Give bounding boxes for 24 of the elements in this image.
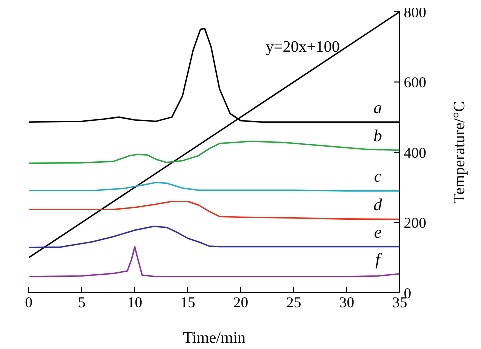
line-series: [29, 200, 400, 220]
line-series: [29, 226, 400, 248]
line-series: [29, 182, 400, 192]
series-label: c: [374, 167, 382, 186]
line-series: [29, 246, 400, 278]
y2-axis-title: Temperature/°C: [452, 101, 469, 204]
series-label: e: [374, 222, 382, 242]
x-tick-label: 5: [78, 296, 86, 312]
x-axis-title: Time/min: [183, 330, 246, 347]
y2-tick-label: 600: [404, 76, 426, 92]
series-label: f: [376, 250, 383, 270]
x-tick-label: 20: [234, 296, 248, 312]
series-label: d: [374, 196, 383, 215]
x-tick-label: 30: [340, 296, 354, 312]
series-label: y=20x+100: [266, 39, 340, 56]
x-tick-label: 15: [180, 296, 196, 312]
x-tick-label: 10: [128, 296, 142, 312]
x-tick-label: 25: [286, 296, 302, 312]
y2-tick-label: 200: [404, 216, 426, 232]
y2-tick-label: 400: [404, 146, 426, 162]
series-label: a: [374, 98, 382, 118]
line-series: [29, 140, 400, 164]
series-label: b: [374, 126, 382, 146]
x-tick-label: 0: [25, 296, 33, 312]
